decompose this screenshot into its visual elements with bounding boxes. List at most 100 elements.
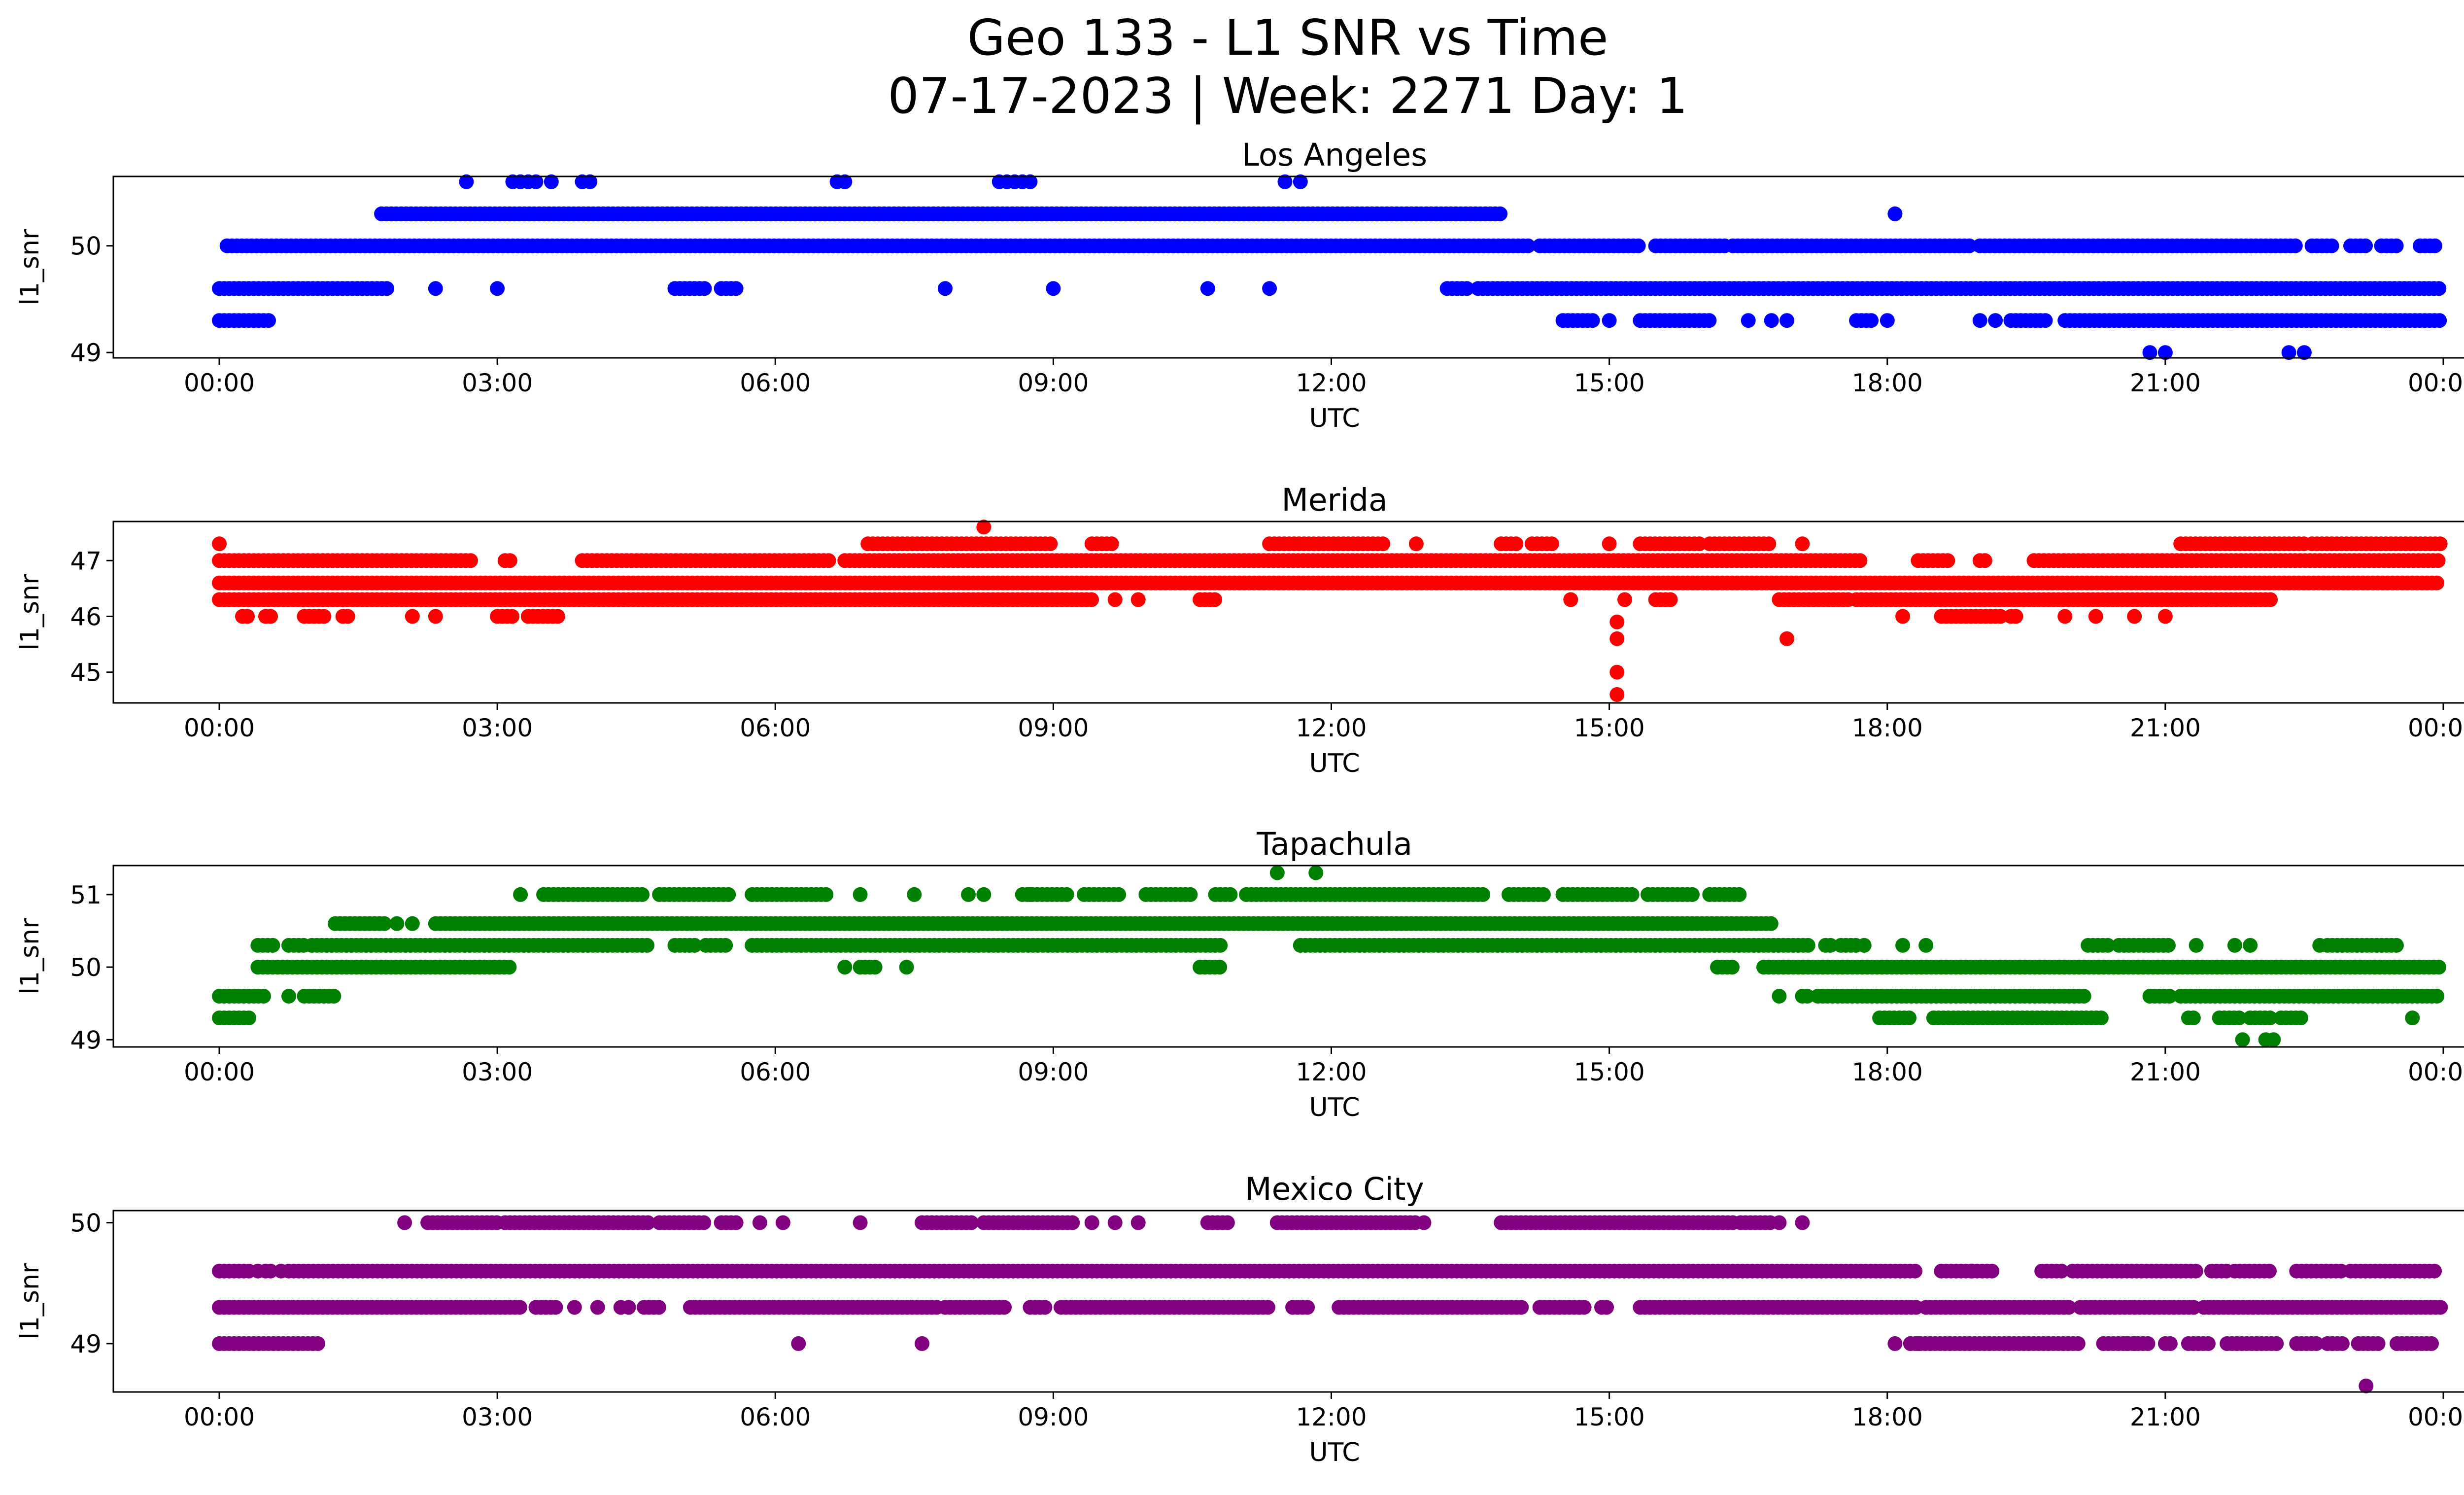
data-point [1308,865,1324,880]
data-point [1780,631,1794,646]
subplot-title: Tapachula [1256,826,1412,862]
data-point [1725,960,1740,975]
y-tick-label: 51 [70,881,102,909]
data-point [1200,281,1215,296]
axes-frame [112,1210,2464,1393]
x-tick-label: 18:00 [1852,1058,1923,1086]
data-point [241,1010,256,1026]
data-point [2186,1010,2201,1026]
data-point [728,281,744,296]
data-point [837,960,853,975]
data-point [2263,592,2278,607]
data-point [640,1215,655,1230]
subplot-title: Los Angeles [1242,137,1427,173]
data-point [1059,887,1074,902]
y-tick-label: 50 [70,953,102,982]
data-point [2334,1336,2350,1351]
data-point [1692,536,1707,552]
data-point [2432,536,2448,552]
y-tick-label: 49 [70,1026,102,1054]
axes-frame [112,521,2464,704]
data-point [651,1300,666,1315]
y-tick-label: 50 [70,232,102,261]
data-point [397,1215,412,1230]
y-tick-label: 49 [70,339,102,367]
data-point [915,1336,929,1351]
data-point [1918,938,1934,953]
data-point [2424,1336,2439,1351]
data-point [550,609,565,624]
y-tick-label: 45 [70,659,102,687]
data-point [1887,206,1903,221]
data-point [853,887,868,902]
data-point [2431,281,2447,296]
data-point [2070,1336,2086,1351]
x-tick-label: 09:00 [1018,369,1089,397]
data-point [2266,1032,2281,1047]
x-tick-label: 03:00 [462,369,533,397]
data-point [1599,1300,1614,1315]
x-tick-label: 12:00 [1296,1403,1367,1431]
data-point [1520,238,1536,253]
data-point [1761,536,1777,552]
x-tick-label: 12:00 [1296,1058,1367,1086]
data-point [1130,1215,1146,1230]
data-point [2127,1336,2142,1351]
data-point [1663,592,1678,607]
x-tick-label: 18:00 [1852,369,1923,397]
data-point [2140,1336,2156,1351]
data-point [2288,238,2303,253]
y-tick-label: 46 [70,602,102,631]
data-point [728,1215,744,1230]
x-tick-label: 09:00 [1018,714,1089,742]
data-point [240,609,255,624]
data-point [1220,1215,1235,1230]
data-point [961,887,976,902]
data-point [964,1215,979,1230]
x-tick-label: 09:00 [1018,1058,1089,1086]
data-point [907,887,922,902]
data-point [1585,313,1600,328]
data-point [1985,1263,2000,1279]
data-point [1617,592,1632,607]
data-point [1207,592,1223,607]
data-point [1908,1263,1922,1279]
data-point [2430,553,2446,568]
data-point [316,609,332,624]
data-point [1631,238,1646,253]
data-point [1269,865,1285,880]
data-point [428,609,443,624]
x-tick-label: 00:00 [2408,369,2464,397]
data-point [1887,1336,1903,1351]
data-point [1609,664,1625,680]
data-point [1104,536,1119,552]
data-point [2235,1032,2250,1047]
x-axis-label: UTC [1309,749,1360,778]
x-tick-label: 15:00 [1574,369,1645,397]
data-point [2405,1010,2420,1026]
x-tick-label: 21:00 [2130,1058,2201,1086]
data-point [1514,1300,1529,1315]
data-point [1772,989,1787,1004]
data-point [1624,887,1640,902]
data-point [2231,1010,2247,1026]
data-point [2142,345,2157,360]
data-point [263,1263,278,1279]
data-point [212,536,227,552]
data-point [1536,887,1551,902]
data-point [2186,1300,2201,1315]
data-point [2293,1010,2308,1026]
data-point [2261,1263,2277,1279]
data-point [1852,553,1868,568]
data-point [1902,1010,1917,1026]
data-point [1563,592,1578,607]
data-point [2262,1010,2278,1026]
x-tick-label: 15:00 [1574,1403,1645,1431]
data-point [1856,938,1872,953]
x-tick-label: 21:00 [2130,369,2201,397]
data-point [1685,887,1700,902]
x-tick-label: 09:00 [1018,1403,1089,1431]
subplot-title: Mexico City [1245,1171,1424,1207]
x-tick-label: 00:00 [2408,1403,2464,1431]
data-point [752,1215,767,1230]
